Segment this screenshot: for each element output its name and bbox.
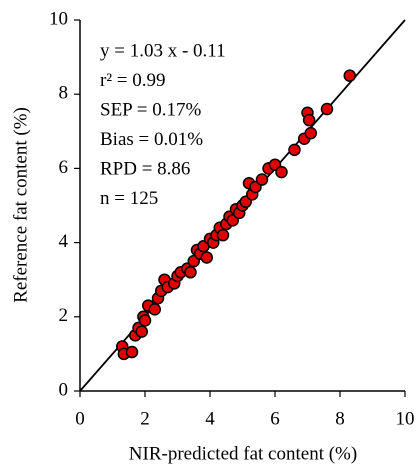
x-tick-label: 6 (270, 408, 280, 429)
point (135, 325, 148, 338)
x-tick-label: 10 (396, 408, 415, 429)
annotation: RPD = 8.86 (100, 158, 190, 179)
x-tick-label: 2 (140, 408, 150, 429)
point (200, 251, 213, 264)
annotation: y = 1.03 x - 0.11 (100, 40, 226, 61)
x-tick-label: 0 (75, 408, 85, 429)
point (138, 314, 152, 327)
x-axis-label: NIR-predicted fat content (%) (129, 443, 357, 464)
y-axis-label: Reference fat content (%) (10, 107, 31, 303)
point (125, 345, 139, 359)
point (288, 143, 301, 157)
annotation: r² = 0.99 (100, 70, 166, 91)
y-tick-label: 10 (49, 8, 68, 29)
point (216, 228, 230, 242)
y-tick-label: 2 (59, 305, 69, 326)
x-tick-label: 8 (335, 408, 345, 429)
point (320, 102, 334, 116)
y-tick-label: 8 (59, 83, 69, 104)
point (184, 266, 197, 279)
x-tick-label: 4 (205, 408, 215, 429)
y-tick-label: 4 (59, 231, 69, 252)
y-tick-label: 6 (59, 157, 69, 178)
point (343, 69, 356, 82)
point (302, 113, 316, 127)
annotation: n = 125 (100, 188, 158, 209)
point (275, 165, 288, 179)
y-tick-label: 0 (59, 379, 69, 400)
point (304, 126, 317, 140)
point (148, 303, 161, 316)
annotation: Bias = 0.01% (100, 129, 203, 150)
point (255, 173, 269, 186)
annotation: SEP = 0.17% (100, 99, 202, 120)
